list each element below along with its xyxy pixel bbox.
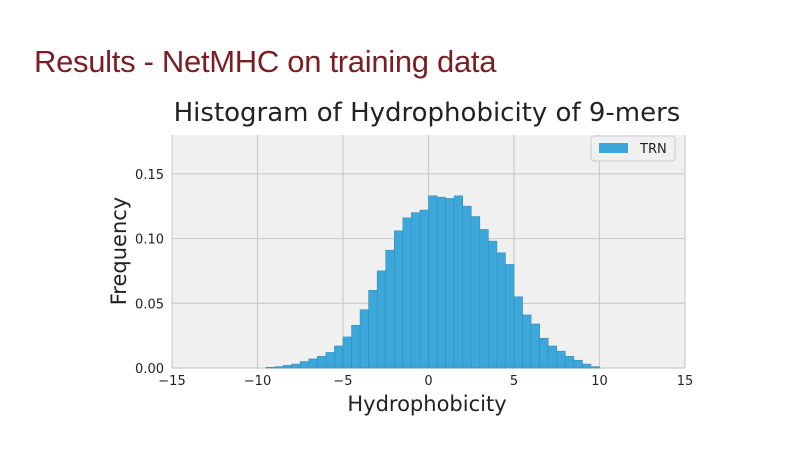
histogram-bar <box>573 359 583 369</box>
histogram-bar <box>351 324 361 369</box>
y-axis-label: Frequency <box>107 197 131 306</box>
histogram-bar <box>453 195 463 369</box>
x-tick-label: −5 <box>333 374 352 389</box>
histogram-bar <box>582 363 592 369</box>
histogram-bar <box>265 367 275 369</box>
histogram-bar <box>564 356 575 369</box>
histogram-bar <box>539 337 549 369</box>
histogram-bar <box>282 365 292 369</box>
x-tick-label: 10 <box>591 374 608 389</box>
x-tick-label: 15 <box>677 374 694 389</box>
x-tick-labels: −15 −10 −5 0 5 10 15 <box>158 374 693 389</box>
legend-box <box>590 135 676 162</box>
histogram-bar <box>428 195 438 369</box>
histogram-bar <box>522 314 532 369</box>
histogram-bar <box>368 290 378 369</box>
histogram-bar <box>590 366 600 369</box>
slide-title: Results - NetMHC on training data <box>34 44 497 79</box>
histogram-bar <box>385 249 395 369</box>
histogram-bar <box>513 296 523 369</box>
legend-swatch <box>599 143 628 153</box>
bars <box>265 195 600 369</box>
histogram-bar <box>376 270 387 369</box>
histogram-bar <box>291 363 301 369</box>
histogram-bar <box>393 230 404 369</box>
histogram-bar <box>342 336 352 369</box>
histogram-bar <box>445 198 455 369</box>
y-tick-label: 0.15 <box>135 168 164 183</box>
histogram-bar <box>496 252 506 369</box>
x-tick-label: 0 <box>424 374 432 389</box>
y-tick-label: 0.05 <box>135 297 164 312</box>
y-tick-label: 0.10 <box>135 233 164 248</box>
histogram-bar <box>419 209 429 369</box>
histogram-bar <box>505 264 515 369</box>
histogram-bar <box>317 356 327 369</box>
histogram-bar <box>308 358 318 369</box>
histogram-bar <box>488 240 498 369</box>
histogram-bar <box>359 309 369 369</box>
histogram-bar <box>436 196 446 369</box>
y-tick-labels: 0.00 0.05 0.10 0.15 <box>135 168 164 377</box>
histogram-bar <box>462 205 472 369</box>
histogram-bar <box>299 361 310 369</box>
histogram-bar <box>530 323 540 369</box>
x-tick-label: 5 <box>510 374 518 389</box>
legend: TRN <box>590 135 676 162</box>
x-axis-label: Hydrophobicity <box>347 392 506 416</box>
histogram-bar <box>411 212 421 369</box>
histogram-bar <box>274 366 284 369</box>
histogram-bar <box>470 216 481 369</box>
x-tick-label: −15 <box>158 374 185 389</box>
x-tick-label: −10 <box>244 374 271 389</box>
histogram-bar <box>556 350 566 369</box>
histogram-bar <box>325 352 335 369</box>
y-tick-label: 0.00 <box>135 362 164 377</box>
chart-title: Histogram of Hydrophobicity of 9-mers <box>174 98 681 128</box>
histogram-bar <box>402 217 412 369</box>
histogram-bar <box>334 345 344 369</box>
histogram-bar <box>479 229 489 369</box>
histogram-bar <box>547 345 558 369</box>
legend-label: TRN <box>639 142 667 157</box>
